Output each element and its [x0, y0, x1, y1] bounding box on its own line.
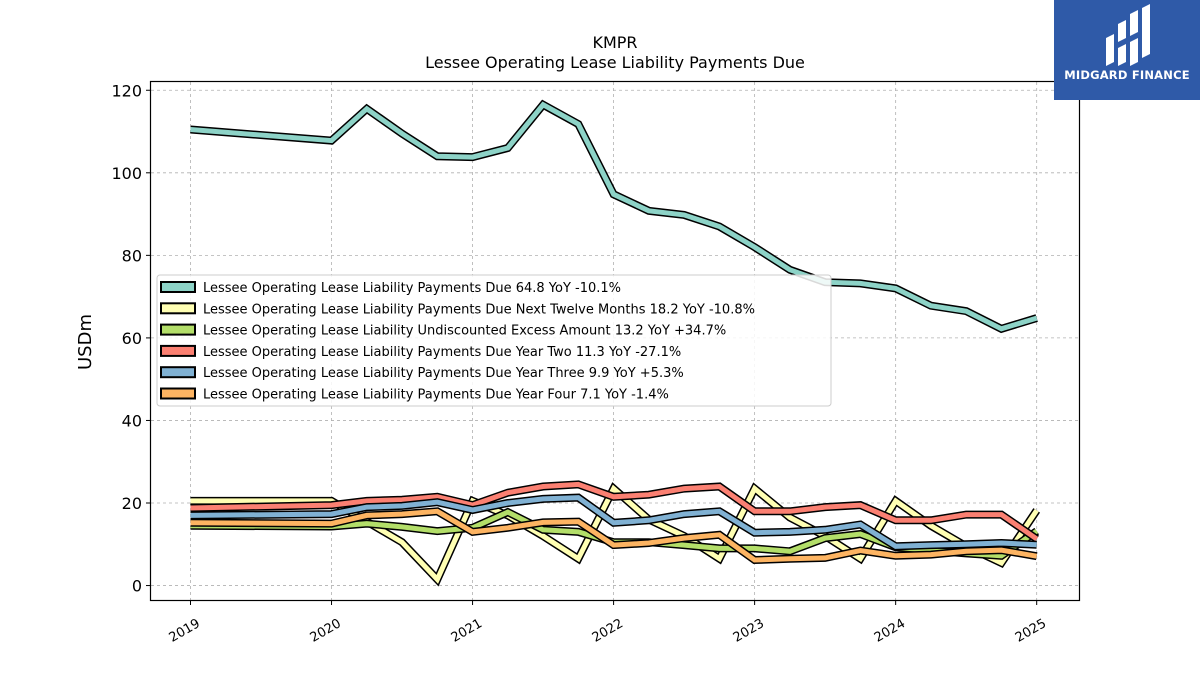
chart-subtitle: Lessee Operating Lease Liability Payment…	[425, 53, 805, 72]
legend-swatch	[160, 344, 196, 357]
series-stroke	[190, 508, 1038, 563]
series-lines	[190, 99, 1041, 587]
series-line	[190, 480, 1039, 543]
legend-swatch	[160, 281, 196, 293]
legend-box	[156, 274, 832, 407]
y-tick-label: 80	[122, 246, 142, 265]
series-line	[190, 493, 1037, 551]
series-line	[190, 507, 1038, 565]
plot-frame	[149, 80, 1081, 602]
y-tick-label: 120	[111, 81, 142, 100]
brand-name: MIDGARD FINANCE	[1064, 68, 1190, 82]
series-stroke	[190, 481, 1039, 541]
chart-title: KMPR	[592, 33, 637, 52]
y-tick-label: 100	[111, 164, 142, 183]
legend-entry: Lessee Operating Lease Liability Payment…	[203, 388, 669, 403]
legend-entry: Lessee Operating Lease Liability Payment…	[203, 281, 621, 296]
series-stroke	[190, 484, 1039, 584]
legend-swatch	[160, 302, 196, 315]
series-line	[190, 482, 1041, 587]
y-tick-label: 40	[122, 411, 142, 430]
legend-swatch	[160, 387, 196, 400]
brand-logo: MIDGARD FINANCE	[1054, 0, 1200, 100]
y-tick-label: 60	[122, 329, 142, 348]
y-axis-label: USDm	[75, 314, 96, 370]
legend-entry: Lessee Operating Lease Liability Payment…	[203, 366, 684, 381]
legend-entry: Lessee Operating Lease Liability Payment…	[203, 302, 755, 317]
series-stroke	[190, 101, 1038, 332]
series-line	[190, 99, 1038, 334]
legend-swatch	[160, 366, 196, 379]
series-stroke	[190, 495, 1037, 549]
brand-mark-icon	[1106, 4, 1150, 66]
legend-entry: Lessee Operating Lease Liability Payment…	[203, 345, 681, 360]
y-tick-label: 20	[122, 494, 142, 513]
legend: Lessee Operating Lease Liability Payment…	[156, 274, 832, 407]
legend-entry: Lessee Operating Lease Liability Undisco…	[203, 324, 726, 339]
y-tick-label: 0	[132, 577, 142, 596]
legend-swatch	[160, 323, 196, 336]
